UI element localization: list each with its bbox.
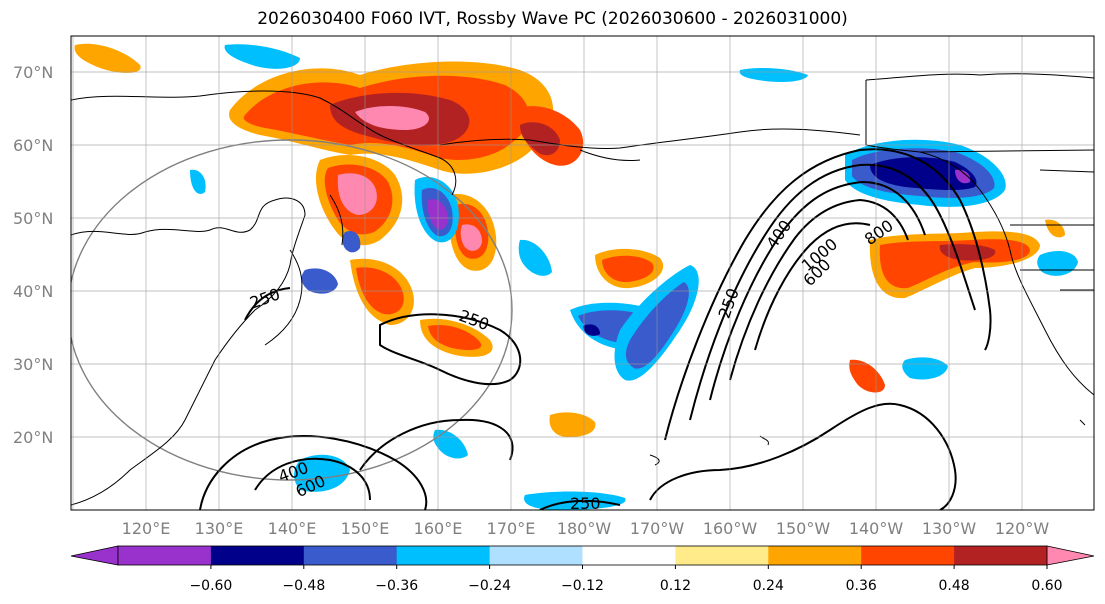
colorbar-tick-label: 0.12: [660, 578, 691, 594]
positive-ivt-anomalies: [74, 43, 1065, 438]
colorbar-tick-label: −0.60: [189, 578, 232, 594]
region-circle: [71, 139, 513, 481]
colorbar-max-extension: [1046, 545, 1095, 566]
lat-label: 20°N: [13, 428, 53, 447]
coastlines: [71, 73, 1094, 506]
lon-label: 130°E: [195, 519, 244, 538]
colorbar-segment: [675, 546, 769, 565]
lon-label: 120°W: [995, 519, 1050, 538]
colorbar-segment: [861, 546, 955, 565]
lat-label: 30°N: [13, 355, 53, 374]
longitude-labels: 120°E 130°E 140°E 150°E 160°E 170°E 180°…: [122, 519, 1050, 538]
colorbar-tick-label: 0.24: [753, 578, 784, 594]
colorbar-min-extension: [70, 545, 119, 566]
contour-label: 250: [570, 494, 601, 513]
colorbar-tick-label: −0.12: [561, 578, 604, 594]
lon-label: 180°W: [557, 519, 612, 538]
colorbar-tick-label: 0.36: [846, 578, 877, 594]
gridlines: [71, 36, 1094, 510]
lat-label: 60°N: [13, 136, 53, 155]
colorbar-tick-label: 0.60: [1031, 578, 1062, 594]
colorbar-tick-label: 0.48: [939, 578, 970, 594]
lon-label: 150°W: [776, 519, 831, 538]
colorbar-segment: [118, 546, 212, 565]
lat-label: 50°N: [13, 209, 53, 228]
map-frame: [70, 35, 1095, 511]
colorbar-segment: [210, 546, 305, 565]
colorbar-tick-label: −0.48: [282, 578, 325, 594]
lon-label: 140°W: [849, 519, 904, 538]
lon-label: 170°E: [487, 519, 536, 538]
colorbar-segment: [768, 546, 862, 565]
colorbar: −0.60 −0.48 −0.36 −0.24 −0.12 0.12 0.24 0.36 0.4…: [70, 545, 1095, 594]
negative-ivt-anomalies: [190, 44, 1078, 510]
lat-label: 40°N: [13, 282, 53, 301]
colorbar-segments: [118, 546, 1048, 565]
latitude-labels: 70°N 60°N 50°N 40°N 30°N 20°N: [13, 63, 53, 447]
lon-label: 160°W: [703, 519, 758, 538]
colorbar-segment: [489, 546, 583, 565]
lon-label: 130°W: [922, 519, 977, 538]
colorbar-tick-label: −0.24: [468, 578, 511, 594]
colorbar-segment: [582, 546, 676, 565]
lon-label: 160°E: [414, 519, 463, 538]
lat-label: 70°N: [13, 63, 53, 82]
colorbar-segment: [303, 546, 398, 565]
lon-label: 140°E: [268, 519, 317, 538]
lon-label: 120°E: [122, 519, 171, 538]
lon-label: 150°E: [341, 519, 390, 538]
colorbar-ticks: −0.60 −0.48 −0.36 −0.24 −0.12 0.12 0.24 0.36 0.4…: [189, 565, 1063, 594]
colorbar-tick-label: −0.36: [375, 578, 418, 594]
map-title: 2026030400 F060 IVT, Rossby Wave PC (202…: [257, 9, 848, 29]
lon-label: 170°W: [630, 519, 685, 538]
colorbar-segment: [396, 546, 491, 565]
colorbar-segment: [954, 546, 1048, 565]
